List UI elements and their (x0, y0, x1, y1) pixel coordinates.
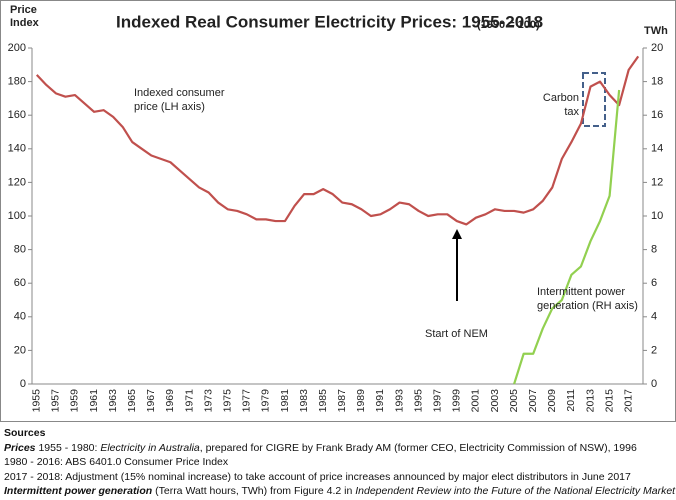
source-text: 2017 - 2018: Adjustment (15% nominal inc… (4, 470, 631, 483)
y2-tick-label: 8 (651, 244, 657, 256)
y2-axis-label: TWh (644, 25, 668, 37)
source-text: 1980 - 2016: ABS 6401.0 Consumer Price I… (4, 456, 229, 468)
y2-tick-label: 20 (651, 42, 663, 54)
x-tick-label: 1975 (221, 389, 233, 413)
x-tick-label: 1977 (241, 389, 253, 413)
source-text: Intermittent power generation (4, 485, 153, 497)
annotation: Carbon (543, 92, 579, 104)
x-tick-label: 1955 (31, 389, 43, 413)
x-tick-label: 1987 (336, 389, 348, 413)
y-tick-label: 0 (20, 378, 26, 390)
y2-tick-label: 16 (651, 109, 663, 121)
x-tick-label: 1969 (164, 389, 176, 413)
series-line (513, 89, 621, 385)
y-tick-label: 100 (8, 210, 26, 222)
x-tick-label: 2017 (622, 389, 634, 413)
source-text: Electricity in Australia (100, 441, 200, 454)
x-tick-label: 1999 (451, 389, 463, 413)
annotation: Start of NEM (425, 328, 488, 340)
x-tick-label: 2009 (546, 389, 558, 413)
y2-tick-label: 2 (651, 344, 657, 356)
y2-tick-label: 0 (651, 378, 657, 390)
chart-subtitle: (1990 = 100) (477, 19, 540, 31)
x-tick-label: 1983 (298, 389, 310, 413)
y-axis-label: Index (10, 17, 40, 29)
y-tick-label: 200 (8, 42, 26, 54)
source-line: Intermittent power generation (Terra Wat… (4, 484, 675, 499)
annotation: price (LH axis) (134, 101, 205, 113)
y-tick-label: 40 (14, 311, 26, 323)
x-tick-label: 1957 (50, 389, 62, 413)
chart: Indexed Real Consumer Electricity Prices… (8, 4, 668, 413)
x-tick-label: 1973 (202, 389, 214, 413)
x-tick-label: 1989 (355, 389, 367, 413)
y2-tick-label: 12 (651, 176, 663, 188)
chart-frame: Indexed Real Consumer Electricity Prices… (0, 0, 676, 422)
sources-heading: Sources (4, 427, 46, 439)
x-tick-label: 1995 (412, 389, 424, 413)
y-tick-label: 180 (8, 76, 26, 88)
nem-arrowhead (452, 229, 462, 239)
x-tick-label: 2005 (508, 389, 520, 413)
y-tick-label: 80 (14, 244, 26, 256)
x-tick-label: 2003 (489, 389, 501, 413)
x-tick-label: 1967 (145, 389, 157, 413)
sources: Sources Prices 1955 - 1980: Electricity … (4, 426, 675, 499)
y-tick-label: 140 (8, 143, 26, 155)
source-line: Prices 1955 - 1980: Electricity in Austr… (4, 441, 675, 456)
source-line: 2017 - 2018: Adjustment (15% nominal inc… (4, 470, 675, 485)
y2-tick-label: 18 (651, 76, 663, 88)
x-tick-label: 1997 (432, 389, 444, 413)
x-tick-label: 1991 (374, 389, 386, 413)
source-text: , prepared for CIGRE by Frank Brady AM (… (199, 441, 637, 454)
source-line: 1980 - 2016: ABS 6401.0 Consumer Price I… (4, 455, 675, 470)
y2-tick-label: 10 (651, 210, 663, 222)
annotation: Intermittent power (537, 286, 625, 298)
source-text: Prices (4, 441, 36, 454)
source-text: 1955 - 1980: (35, 441, 101, 454)
annotation: Indexed consumer (134, 87, 225, 99)
y2-tick-label: 6 (651, 277, 657, 289)
x-tick-label: 1981 (279, 389, 291, 413)
carbon-tax-box (582, 72, 606, 127)
x-tick-label: 2015 (603, 389, 615, 413)
x-tick-label: 2007 (527, 389, 539, 413)
x-tick-label: 1985 (317, 389, 329, 413)
annotation: tax (564, 106, 579, 118)
x-tick-label: 1965 (126, 389, 138, 413)
x-tick-label: 1971 (183, 389, 195, 413)
x-tick-label: 2013 (584, 389, 596, 413)
x-tick-label: 1963 (107, 389, 119, 413)
chart-title: Indexed Real Consumer Electricity Prices… (116, 12, 543, 31)
x-tick-label: 2001 (470, 389, 482, 413)
y2-tick-label: 4 (651, 311, 657, 323)
x-tick-label: 1961 (88, 389, 100, 413)
x-tick-label: 2011 (565, 389, 577, 412)
source-text: (Terra Watt hours, TWh) from Figure 4.2 … (152, 485, 356, 497)
y-tick-label: 60 (14, 277, 26, 289)
x-tick-label: 1959 (69, 389, 81, 413)
x-tick-label: 1979 (260, 389, 272, 413)
y-tick-label: 120 (8, 176, 26, 188)
y2-tick-label: 14 (651, 143, 663, 155)
y-tick-label: 20 (14, 344, 26, 356)
y-tick-label: 160 (8, 109, 26, 121)
annotation: generation (RH axis) (537, 300, 638, 312)
y-axis-label: Price (10, 4, 37, 16)
x-tick-label: 1993 (393, 389, 405, 413)
source-text: Independent Review into the Future of th… (355, 485, 676, 497)
series-line (35, 55, 640, 226)
